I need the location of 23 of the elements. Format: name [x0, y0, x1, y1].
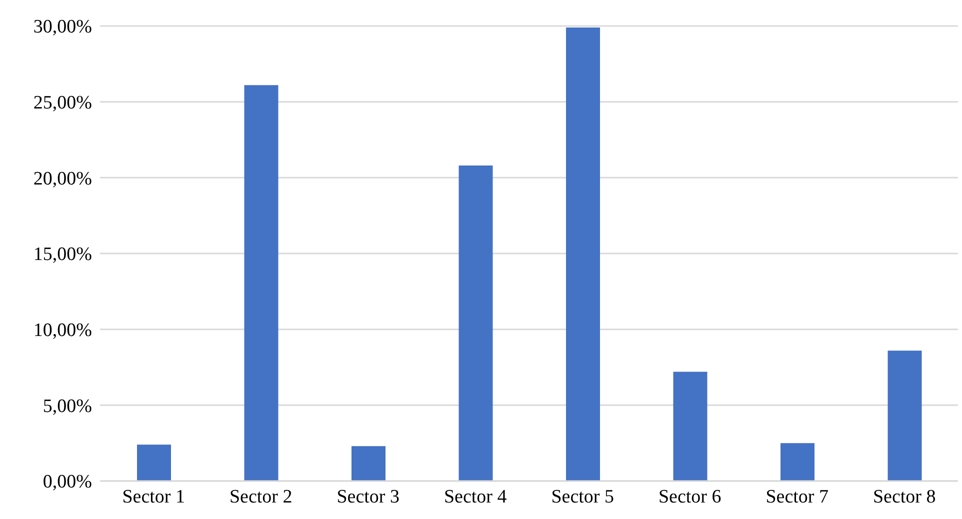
x-tick-label: Sector 6 [658, 486, 722, 508]
y-tick-label: 10,00% [33, 320, 92, 342]
y-tick-label: 30,00% [33, 16, 92, 38]
x-tick-label: Sector 4 [444, 486, 508, 508]
bar [352, 446, 386, 481]
x-tick-label: Sector 7 [766, 486, 829, 508]
bar [244, 85, 278, 481]
x-tick-label: Sector 1 [122, 486, 186, 508]
y-tick-label: 5,00% [42, 396, 92, 417]
y-tick-label: 20,00% [33, 168, 92, 190]
y-tick-label: 25,00% [33, 92, 92, 114]
x-tick-label: Sector 8 [872, 486, 936, 508]
bar [137, 444, 171, 481]
x-tick-label: Sector 3 [336, 486, 400, 508]
bar [673, 372, 708, 481]
bar [780, 443, 814, 481]
bar [458, 166, 493, 481]
bar [888, 350, 922, 481]
y-tick-label: 15,00% [33, 244, 92, 266]
x-tick-label: Sector 5 [551, 486, 614, 508]
x-tick-label: Sector 2 [229, 486, 292, 508]
y-tick-label: 0,00% [42, 472, 92, 493]
bar [566, 28, 600, 481]
